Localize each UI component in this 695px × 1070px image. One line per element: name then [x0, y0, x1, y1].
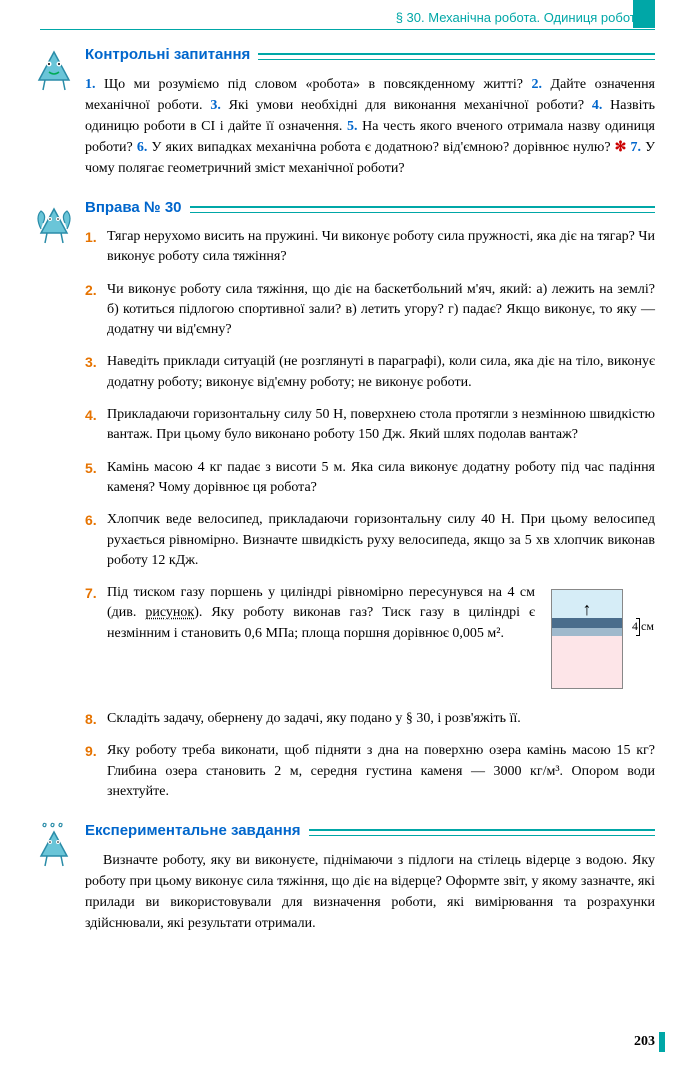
exercise-number: 2.	[85, 280, 97, 300]
exercise-title: Вправа № 30	[85, 199, 190, 216]
page-number-bar	[659, 1032, 665, 1052]
q-number: 6.	[137, 140, 148, 155]
exercise-item: 2. Чи виконує роботу сила тяжіння, що ді…	[85, 280, 655, 341]
header-rule	[40, 29, 655, 30]
experiment-section: Експериментальне завдання Визначте робот…	[85, 822, 655, 934]
exercise-item: 8. Складіть задачу, обернену до задачі, …	[85, 709, 655, 729]
exercise-number: 6.	[85, 510, 97, 530]
exercise-text: Тягар нерухомо висить на пружині. Чи вик…	[107, 229, 655, 264]
exercise-number: 5.	[85, 458, 97, 478]
exercise-text: Яку роботу треба виконати, щоб підняти з…	[107, 743, 655, 799]
chapter-title: § 30. Механічна робота. Одиниця роботи	[396, 10, 643, 25]
q-number: 1.	[85, 77, 96, 92]
exercise-item: 4. Прикладаючи горизонтальну силу 50 Н, …	[85, 405, 655, 446]
control-questions-section: Контрольні запитання 1. Що ми розуміємо …	[85, 46, 655, 179]
exercise-number: 9.	[85, 741, 97, 761]
q-number: 7.	[626, 140, 641, 155]
q-number: 2.	[532, 77, 543, 92]
header-corner-block	[633, 0, 655, 28]
q-number: 3.	[210, 98, 221, 113]
exercise-list: 1. Тягар нерухомо висить на пружині. Чи …	[85, 227, 655, 802]
page-header: § 30. Механічна робота. Одиниця роботи	[40, 0, 655, 29]
muscle-character-icon	[33, 199, 75, 247]
exercise-item: 3. Наведіть приклади ситуацій (не розгля…	[85, 352, 655, 393]
exercise-text: Камінь масою 4 кг падає з висоти 5 м. Як…	[107, 460, 655, 495]
arrow-up-icon: ↑	[583, 596, 592, 622]
star-icon: ✻	[615, 140, 627, 155]
exercise-item: 1. Тягар нерухомо висить на пружині. Чи …	[85, 227, 655, 268]
exercise-item-with-figure: ↑ 4 см 7. Під тиском газу поршень у цилі…	[85, 583, 655, 697]
section-title-row: Вправа № 30	[85, 199, 655, 217]
experiment-text: Визначте роботу, яку ви виконуєте, підні…	[85, 850, 655, 934]
control-questions-title: Контрольні запитання	[85, 46, 258, 63]
experiment-title: Експериментальне завдання	[85, 822, 309, 839]
q-number: 5.	[347, 119, 358, 134]
control-questions-text: 1. Що ми розуміємо під словом «робота» в…	[85, 74, 655, 179]
exercise-item: 6. Хлопчик веде велосипед, прикладаючи г…	[85, 510, 655, 571]
q-text: У яких випадках механічна робота є додат…	[147, 140, 614, 155]
exercise-number: 8.	[85, 709, 97, 729]
exercise-number: 7.	[85, 583, 97, 603]
section-title-row: Експериментальне завдання	[85, 822, 655, 840]
dimension-label: 4 см	[632, 618, 654, 635]
triangle-character-icon	[33, 46, 75, 94]
cylinder: ↑ 4 см	[551, 589, 623, 689]
exercise-text: Чи виконує роботу сила тяжіння, що діє н…	[107, 282, 655, 338]
exercise-text: Прикладаючи горизонтальну силу 50 Н, пов…	[107, 407, 655, 442]
section-title-row: Контрольні запитання	[85, 46, 655, 64]
q-text: Які умови необхідні для виконання механі…	[221, 98, 592, 113]
piston-light-layer	[552, 628, 622, 636]
page-number: 203	[634, 1034, 655, 1050]
q-text: Що ми розуміємо під словом «робота» в по…	[96, 77, 532, 92]
figure-link[interactable]: рисунок	[145, 605, 194, 620]
exercise-text: Складіть задачу, обернену до задачі, яку…	[107, 711, 521, 726]
exercise-number: 1.	[85, 227, 97, 247]
exercise-section: Вправа № 30 1. Тягар нерухомо висить на …	[85, 199, 655, 802]
exercise-text: Хлопчик веде велосипед, прикладаючи гори…	[107, 512, 655, 568]
exercise-item: 9. Яку роботу треба виконати, щоб піднят…	[85, 741, 655, 802]
q-number: 4.	[592, 98, 603, 113]
exercise-item: 5. Камінь масою 4 кг падає з висоти 5 м.…	[85, 458, 655, 499]
piston-figure: ↑ 4 см	[545, 583, 655, 693]
exercise-number: 4.	[85, 405, 97, 425]
exercise-number: 3.	[85, 352, 97, 372]
exercise-text: Наведіть приклади ситуацій (не розглянут…	[107, 354, 655, 389]
spring-character-icon	[33, 822, 75, 870]
